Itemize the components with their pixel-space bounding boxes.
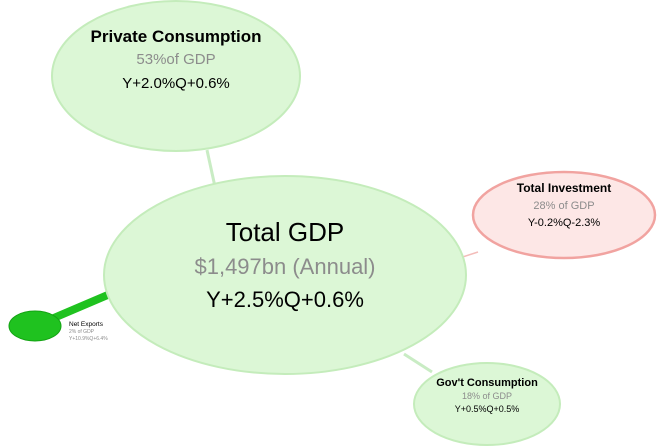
private-consumption-share: 53%of GDP <box>136 51 215 68</box>
private-consumption-growth: Y+2.0%Q+0.6% <box>122 75 230 92</box>
total-gdp-bubble <box>103 175 467 375</box>
node-private-consumption[interactable]: Private Consumption 53%of GDP Y+2.0%Q+0.… <box>51 0 301 152</box>
node-total-gdp[interactable]: Total GDP $1,497bn (Annual) Y+2.5%Q+0.6% <box>103 175 467 375</box>
connector-govt-consumption <box>403 352 433 374</box>
net-exports-title: Net Exports <box>69 321 104 328</box>
total-investment-bubble <box>471 170 657 260</box>
node-net-exports[interactable]: Net Exports 2% of GDP Y+10.9%Q+6.4% <box>8 310 108 342</box>
total-investment-share: 28% of GDP <box>533 200 594 212</box>
node-govt-consumption[interactable]: Gov't Consumption 18% of GDP Y+0.5%Q+0.5… <box>413 362 561 446</box>
govt-consumption-title: Gov't Consumption <box>436 377 538 389</box>
total-gdp-value: $1,497bn (Annual) <box>194 254 375 279</box>
govt-consumption-share: 18% of GDP <box>462 391 512 401</box>
total-gdp-growth: Y+2.5%Q+0.6% <box>206 287 364 312</box>
govt-consumption-bubble <box>413 362 561 446</box>
govt-consumption-growth: Y+0.5%Q+0.5% <box>455 404 520 414</box>
private-consumption-title: Private Consumption <box>91 27 262 46</box>
total-investment-growth: Y-0.2%Q-2.3% <box>528 217 601 229</box>
private-consumption-bubble <box>51 0 301 152</box>
node-total-investment[interactable]: Total Investment 28% of GDP Y-0.2%Q-2.3% <box>471 170 657 260</box>
total-gdp-title: Total GDP <box>226 217 345 247</box>
total-investment-title: Total Investment <box>517 181 611 195</box>
net-exports-bubble <box>8 310 62 342</box>
net-exports-share: 2% of GDP <box>69 329 95 335</box>
net-exports-growth: Y+10.9%Q+6.4% <box>69 336 108 342</box>
